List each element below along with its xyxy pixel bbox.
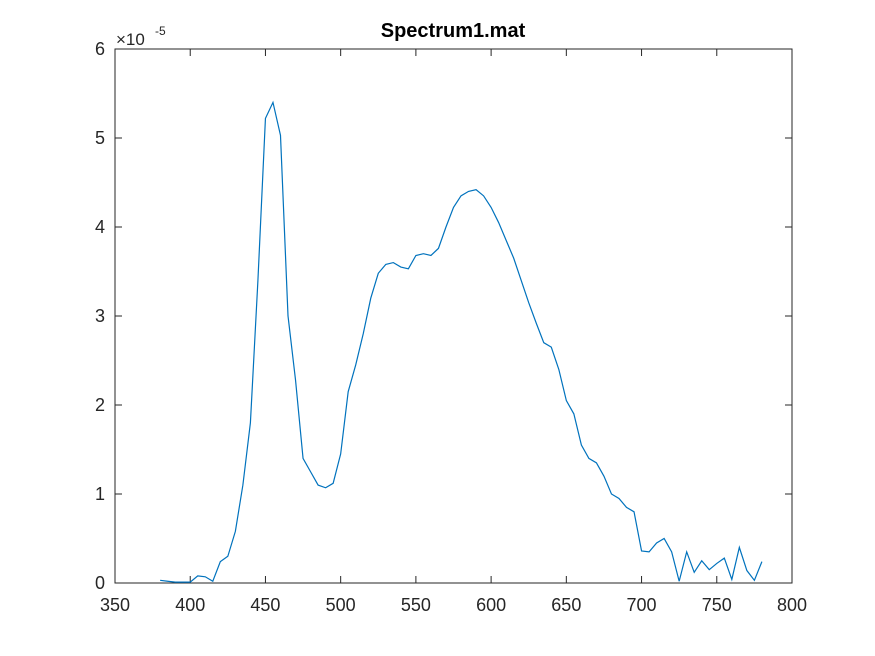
y-tick-label: 4: [95, 217, 105, 237]
y-tick-label: 5: [95, 128, 105, 148]
x-tick-label: 400: [175, 595, 205, 615]
x-tick-label: 750: [702, 595, 732, 615]
y-tick-label: 6: [95, 39, 105, 59]
chart-title: Spectrum1.mat: [381, 20, 526, 42]
x-tick-label: 450: [250, 595, 280, 615]
y-exponent-base: ×10: [116, 30, 145, 49]
x-tick-label: 350: [100, 595, 130, 615]
x-tick-label: 700: [627, 595, 657, 615]
x-tick-label: 600: [476, 595, 506, 615]
x-tick-label: 800: [777, 595, 807, 615]
x-tick-label: 550: [401, 595, 431, 615]
y-exponent-power: -5: [155, 24, 166, 38]
x-tick-label: 500: [326, 595, 356, 615]
y-tick-label: 3: [95, 306, 105, 326]
y-axis: 0 1 2 3 4 5 6: [95, 39, 792, 593]
x-tick-label: 650: [551, 595, 581, 615]
y-tick-label: 0: [95, 573, 105, 593]
x-axis: 350 400 450 500 550 600 650 700 750 800: [100, 49, 807, 615]
spectrum-series-line: [160, 100, 763, 583]
y-tick-label: 2: [95, 395, 105, 415]
plot-area: [114, 48, 793, 584]
y-tick-label: 1: [95, 484, 105, 504]
